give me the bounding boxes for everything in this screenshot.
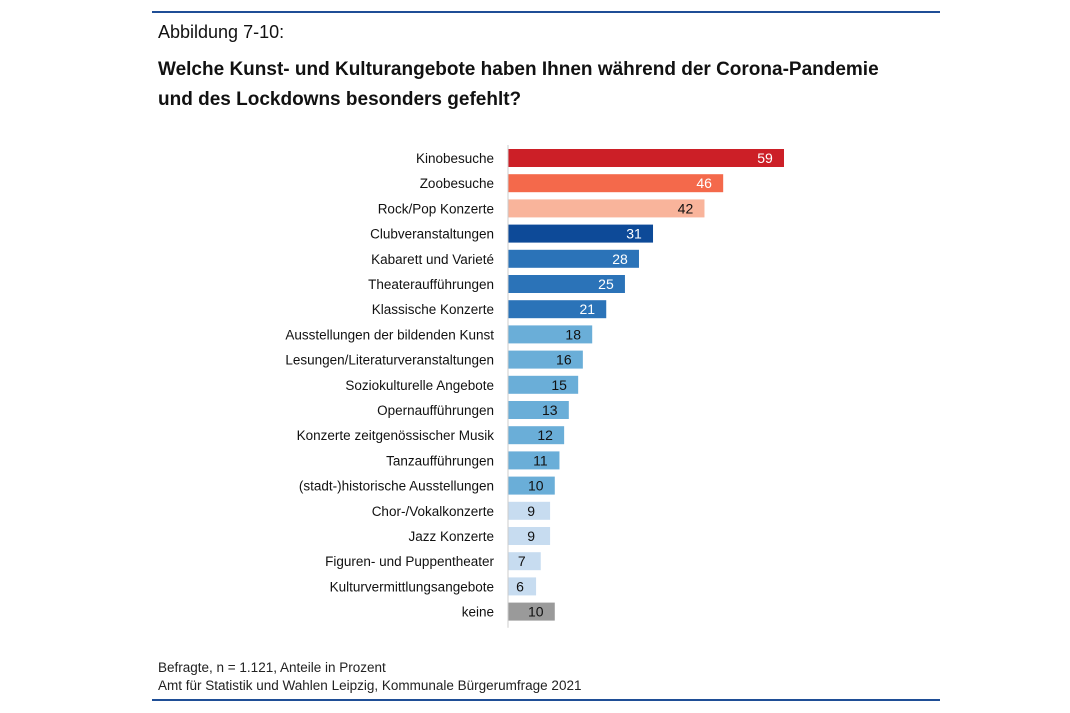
- chart-title: Welche Kunst- und Kulturangebote haben I…: [158, 55, 958, 115]
- category-label: (stadt-)historische Ausstellungen: [299, 479, 494, 494]
- bar: [508, 552, 541, 571]
- bar: [508, 174, 724, 193]
- value-label: 11: [533, 452, 548, 468]
- bar: [508, 300, 607, 319]
- value-label: 42: [678, 200, 694, 216]
- bar: [508, 325, 593, 344]
- value-label: 18: [565, 326, 581, 342]
- category-label: Figuren- und Puppentheater: [325, 554, 494, 569]
- category-label: Clubveranstaltungen: [370, 227, 494, 242]
- value-label: 59: [757, 150, 773, 166]
- bar: [508, 375, 579, 394]
- bar: [508, 577, 537, 596]
- category-label: Soziokulturelle Angebote: [345, 378, 494, 393]
- value-label: 6: [516, 578, 524, 594]
- category-label: Kabarett und Varieté: [371, 252, 494, 267]
- source-note: Amt für Statistik und Wahlen Leipzig, Ko…: [158, 678, 582, 693]
- bar: [508, 602, 555, 621]
- bar: [508, 451, 560, 470]
- value-label: 12: [537, 427, 553, 443]
- value-label: 46: [696, 175, 712, 191]
- bar: [508, 224, 654, 243]
- bottom-rule: [152, 699, 940, 701]
- category-label: Opernaufführungen: [377, 403, 494, 418]
- category-label: keine: [462, 605, 494, 620]
- value-label: 10: [528, 478, 544, 494]
- category-label: Kulturvermittlungsangebote: [330, 579, 494, 594]
- bar: [508, 350, 583, 369]
- category-label: Tanzaufführungen: [386, 453, 494, 468]
- title-line-2: und des Lockdowns besonders gefehlt?: [158, 89, 522, 110]
- top-rule: [152, 11, 940, 13]
- category-label: Theateraufführungen: [368, 277, 494, 292]
- category-label: Konzerte zeitgenössischer Musik: [297, 428, 495, 443]
- bar: [508, 249, 639, 268]
- category-label: Klassische Konzerte: [372, 302, 494, 317]
- value-label: 21: [579, 301, 595, 317]
- bar: [508, 476, 555, 495]
- category-label: Rock/Pop Konzerte: [378, 201, 494, 216]
- value-label: 7: [518, 553, 526, 569]
- value-label: 9: [527, 503, 535, 519]
- category-label: Chor-/Vokalkonzerte: [372, 504, 494, 519]
- value-label: 16: [556, 352, 572, 368]
- category-label: Kinobesuche: [416, 151, 494, 166]
- value-label: 9: [527, 528, 535, 544]
- category-label: Jazz Konzerte: [408, 529, 494, 544]
- bar: [508, 501, 551, 520]
- bar: [508, 426, 565, 445]
- footnote: Befragte, n = 1.121, Anteile in Prozent: [158, 660, 386, 675]
- bar: [508, 149, 784, 167]
- category-label: Ausstellungen der bildenden Kunst: [285, 327, 494, 342]
- value-label: 28: [612, 251, 628, 267]
- value-label: 13: [542, 402, 558, 418]
- value-label: 10: [528, 604, 544, 620]
- category-label: Zoobesuche: [420, 176, 494, 191]
- figure-label: Abbildung 7-10:: [158, 22, 285, 42]
- title-line-1: Welche Kunst- und Kulturangebote haben I…: [158, 59, 879, 80]
- bar: [508, 527, 551, 545]
- value-label: 15: [551, 377, 567, 393]
- bar: [508, 275, 625, 293]
- value-label: 31: [626, 226, 642, 242]
- category-label: Lesungen/Literaturveranstaltungen: [285, 353, 494, 368]
- bar: [508, 401, 569, 419]
- value-label: 25: [598, 276, 614, 292]
- bar: [508, 199, 705, 218]
